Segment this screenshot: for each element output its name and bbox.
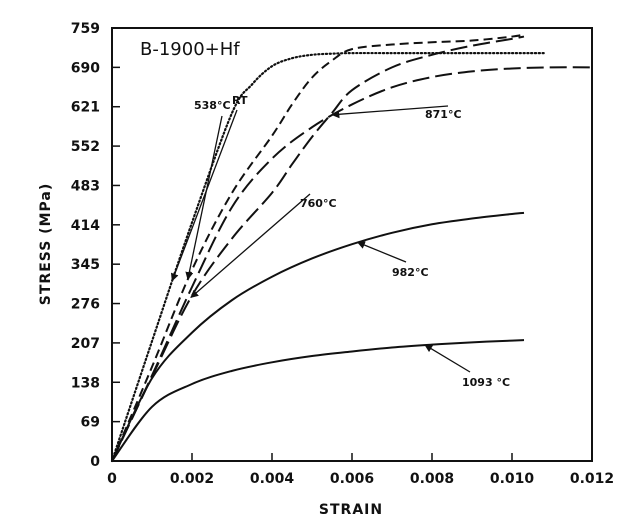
x-tick-label: 0.008	[410, 471, 454, 487]
annotation-arrow	[356, 241, 407, 263]
x-tick-label: 0	[107, 471, 117, 487]
x-tick-label: 0.010	[490, 471, 535, 487]
series-line-1093-c	[111, 339, 525, 462]
series-line-538-c	[111, 33, 525, 462]
annotation-label-982-c: 982°C	[392, 266, 429, 279]
annotation-label-rt: RT	[232, 94, 248, 107]
series-layer	[110, 33, 593, 463]
annotation-label-760-c: 760°C	[300, 197, 337, 210]
y-tick-label: 138	[71, 375, 100, 391]
annotation-arrow	[424, 344, 471, 373]
series-line-rt	[110, 51, 546, 463]
y-tick-label: 345	[71, 257, 100, 273]
y-axis-title: STRESS (MPa)	[38, 183, 54, 305]
series-line-871-c	[111, 66, 593, 462]
y-tick-label: 621	[71, 100, 100, 116]
annotation-label-538-c: 538°C	[194, 99, 231, 112]
y-tick-label: 552	[71, 139, 100, 155]
x-axis-ticks: 0 0.002 0.004 0.006 0.008 0.010 0.012	[107, 453, 614, 487]
x-tick-label: 0.006	[330, 471, 374, 487]
chart-title: B-1900+Hf	[140, 39, 240, 60]
x-tick-label: 0.012	[570, 471, 614, 487]
annotation-arrow	[170, 109, 238, 282]
y-tick-label: 0	[90, 454, 100, 470]
x-axis-title: STRAIN	[319, 502, 383, 518]
annotation-arrow	[190, 193, 311, 299]
y-tick-label: 759	[71, 21, 100, 37]
y-tick-label: 69	[81, 415, 100, 431]
y-tick-label: 414	[71, 218, 100, 234]
y-axis-ticks: 0 69 138 207 276 345 414 483 552 621 690 759	[71, 21, 120, 470]
annotation-arrow	[185, 115, 223, 281]
y-tick-label: 207	[71, 336, 100, 352]
annotation-label-1093-c: 1093 °C	[462, 376, 510, 389]
x-tick-label: 0.002	[170, 471, 214, 487]
series-line-760-c	[111, 35, 525, 462]
x-tick-label: 0.004	[250, 471, 295, 487]
y-tick-label: 690	[71, 60, 100, 76]
y-tick-label: 276	[71, 297, 100, 313]
annotation-arrow	[331, 105, 449, 119]
annotation-label-871-c: 871°C	[425, 108, 462, 121]
y-tick-label: 483	[71, 178, 100, 194]
series-line-982-c	[111, 211, 525, 462]
